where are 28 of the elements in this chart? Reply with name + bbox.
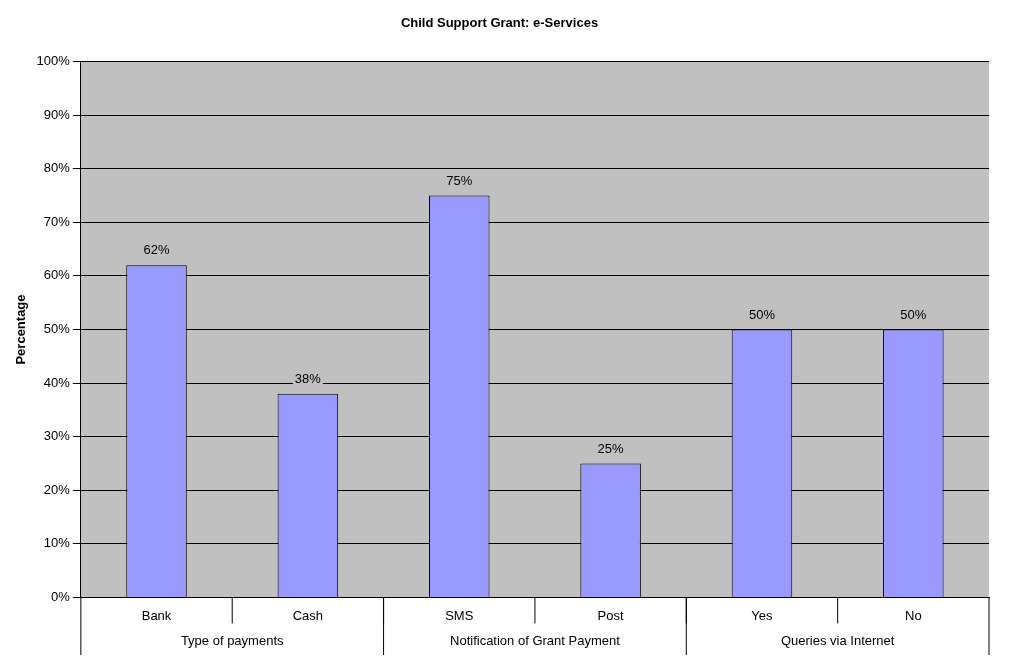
y-tick-label: 0%: [51, 588, 71, 604]
y-tick-label: 30%: [43, 428, 71, 444]
y-tick-label: 20%: [43, 481, 71, 497]
x-tick-label: Post: [597, 607, 624, 623]
y-tick-label: 90%: [43, 106, 71, 122]
data-label: 50%: [900, 306, 927, 322]
text: Queries via Internet: [780, 632, 895, 648]
y-tick-label: 40%: [43, 374, 71, 390]
data-label: 62%: [143, 242, 170, 258]
y-tick-label: 50%: [43, 321, 71, 337]
x-tick-label: Bank: [141, 607, 172, 623]
text: Type of payments: [180, 632, 284, 648]
chart-title: Child Support Grant: e-Services: [400, 15, 599, 31]
y-tick-label: 60%: [43, 267, 71, 283]
x-tick-label: Cash: [292, 607, 324, 623]
x-tick-label: No: [905, 607, 922, 623]
data-label: 25%: [597, 440, 625, 456]
data-label: 75%: [446, 172, 473, 188]
y-tick-label: 80%: [43, 160, 71, 176]
y-tick-label: 10%: [43, 535, 71, 551]
y-tick-label: 100%: [36, 53, 71, 69]
y-axis-title: Percentage: [13, 294, 29, 365]
text: Notification of Grant Payment: [450, 632, 621, 648]
data-label: 50%: [748, 306, 776, 322]
x-tick-label: Yes: [751, 607, 774, 623]
x-tick-label: SMS: [445, 607, 474, 623]
y-tick-label: 70%: [43, 213, 71, 229]
data-label: 38%: [294, 370, 322, 386]
